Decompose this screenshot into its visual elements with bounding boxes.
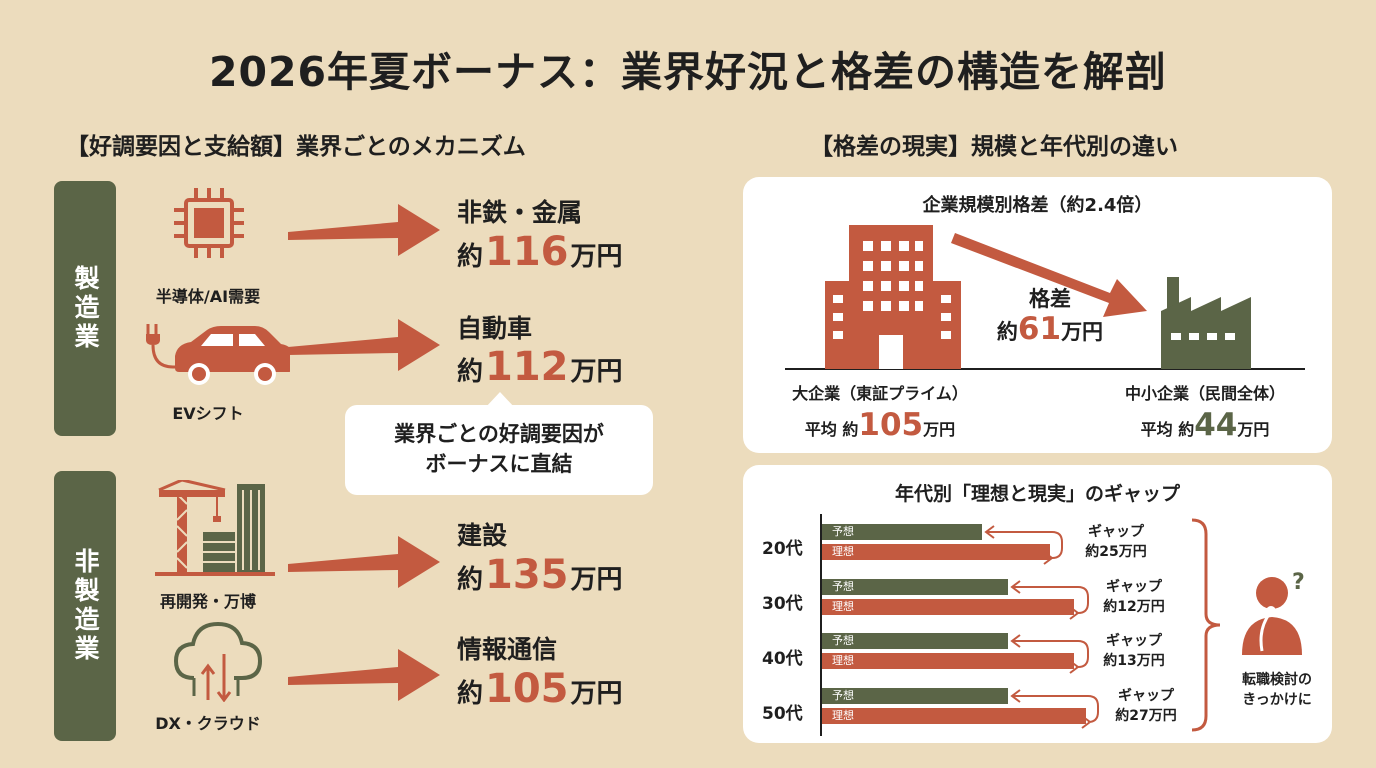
arrow-icon [288,649,440,701]
ev-car-icon [146,324,290,385]
age-gap-title: 年代別「理想と現実」のギャップ [894,483,1180,505]
industry-name-metals: 非鉄・金属 [457,198,583,227]
factor-label-redevelopment: 再開発・万博 [159,592,256,611]
right-heading: 【格差の現実】規模と年代別の違い [810,134,1178,160]
gap-note: ギャップ 約27万円 [1115,688,1177,724]
bar-expected: 予想 [822,579,1008,595]
factor-label-semiconductor: 半導体/AI需要 [155,287,261,306]
age-axis [820,514,822,736]
bar-ideal: 理想 [822,708,1086,724]
gap-arrow-icon [951,233,1147,317]
gap-amount: 約61万円 [996,311,1104,347]
industry-name-ict: 情報通信 [457,635,558,664]
bubble-tail [485,392,515,408]
factor-label-dx: DX・クラウド [155,714,261,733]
gap-note: ギャップ 約25万円 [1085,524,1147,560]
gap-label: 格差 [1029,287,1071,311]
gap-bracket-icon [1010,580,1089,620]
cloud-icon [173,621,263,702]
bar-ideal: 理想 [822,599,1074,615]
arrow-icon [288,536,440,588]
arrow-icon [288,319,440,371]
sme-label: 中小企業（民間全体） [1124,384,1285,403]
age-label: 30代 [762,594,803,614]
industry-amount-construction: 約135万円 [457,552,623,598]
gap-bracket-icon [1010,634,1089,674]
bar-ideal: 理想 [822,653,1074,669]
gap-bracket-icon [1010,689,1099,729]
arrow-icon [288,204,440,256]
bar-expected: 予想 [822,633,1008,649]
svg-text:?: ? [1292,570,1305,595]
gap-note: ギャップ 約12万円 [1103,579,1165,615]
bar-expected: 予想 [822,688,1008,704]
bar-expected: 予想 [822,524,982,540]
industry-name-construction: 建設 [457,521,508,550]
gap-bracket-icon [984,525,1063,565]
job-change-note: 転職検討の きっかけに [1242,672,1312,708]
sme-factory-icon [1161,277,1251,369]
category-manufacturing: 製造業 [54,181,116,436]
bar-ideal: 理想 [822,544,1050,560]
industry-name-auto: 自動車 [457,314,533,343]
thinking-person-icon: ? [1242,570,1305,655]
age-label: 20代 [762,539,803,559]
scale-gap-title: 企業規模別格差（約2.4倍） [922,195,1153,216]
construction-crane-icon [155,480,275,576]
category-non-manufacturing: 非製造業 [54,471,116,741]
chip-icon [174,188,244,258]
factor-label-ev: EVシフト [172,404,244,423]
large-company-label: 大企業（東証プライム） [792,384,968,403]
large-company-building-icon [825,225,961,369]
industry-amount-metals: 約116万円 [457,229,623,275]
gap-note: ギャップ 約13万円 [1103,633,1165,669]
left-heading: 【好調要因と支給額】業界ごとのメカニズム [66,134,526,160]
large-company-average: 平均 約105万円 [804,407,956,443]
age-label: 40代 [762,649,803,669]
group-bracket-icon [1191,518,1221,732]
sme-average: 平均 約44万円 [1140,407,1270,443]
industry-amount-auto: 約112万円 [457,344,623,390]
age-label: 50代 [762,704,803,724]
industry-amount-ict: 約105万円 [457,666,623,712]
scale-gap-graphic [785,225,1305,370]
callout-bubble: 業界ごとの好調要因が ボーナスに直結 [345,405,653,495]
page-title: 2026年夏ボーナス：業界好況と格差の構造を解剖 [208,48,1168,96]
